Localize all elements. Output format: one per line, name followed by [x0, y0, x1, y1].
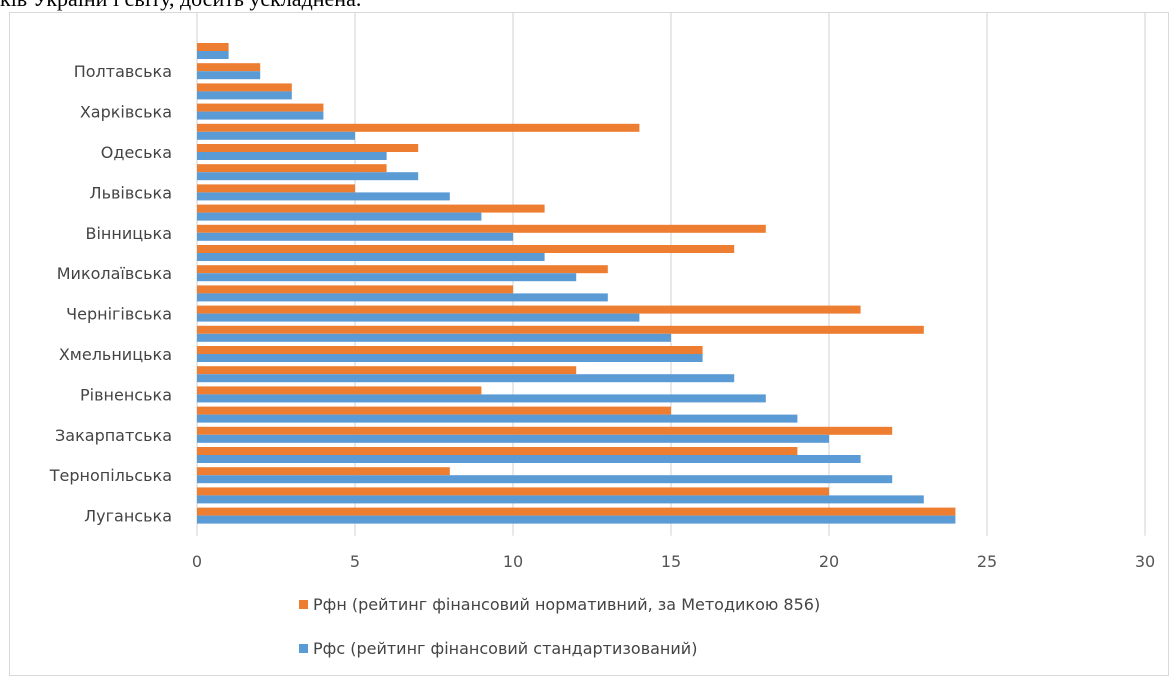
bar-rfs: [197, 273, 577, 282]
bar-rfs: [197, 455, 861, 463]
bar-rfn: [197, 406, 671, 415]
bar-rfn: [197, 245, 735, 253]
bar-rfn: [197, 164, 387, 173]
bar-chart: Полтавська Харківська Одеська Львівська Вінн…: [49, 13, 1155, 658]
legend-swatch: [299, 644, 308, 653]
category-label: Закарпатська: [55, 426, 172, 445]
category-label: Хмельницька: [59, 345, 172, 364]
bar-rfn: [197, 265, 608, 274]
bar-rfn: [197, 224, 766, 233]
category-labels: Полтавська Харківська Одеська Львівська Вінн…: [49, 62, 172, 525]
chart-frame: Полтавська Харківська Одеська Львівська Вінн…: [9, 12, 1169, 676]
category-label: Харківська: [80, 103, 172, 122]
category-label: Рівненська: [80, 385, 172, 404]
bar-rfs: [197, 232, 513, 241]
legend-label: Рфс (рейтинг фінансовий стандартизований…: [313, 639, 697, 658]
category-label: Чернігівська: [66, 305, 172, 324]
bar-rfs: [197, 475, 893, 484]
bar-rfn: [197, 43, 229, 51]
category-label: Тернопільська: [49, 466, 172, 485]
bars: [197, 43, 956, 524]
bar-rfs: [197, 374, 735, 383]
bar-rfs: [197, 91, 292, 100]
bar-rfn: [197, 346, 703, 354]
bar-rfs: [197, 333, 671, 342]
bar-rfn: [197, 325, 924, 334]
legend-label: Рфн (рейтинг фінансовий нормативний, за …: [313, 595, 820, 614]
bar-rfn: [197, 285, 513, 294]
bar-rfn: [197, 467, 450, 476]
x-tick-label: 20: [819, 552, 839, 571]
bar-rfn: [197, 184, 355, 193]
bar-rfs: [197, 434, 829, 443]
x-axis-tick-labels: 0 5 10 15 20 25 30: [192, 552, 1155, 571]
x-tick-label: 15: [661, 552, 681, 571]
bar-rfs: [197, 172, 419, 181]
bar-rfs: [197, 212, 482, 221]
bar-rfs: [197, 414, 798, 423]
bar-rfs: [197, 394, 766, 403]
bar-rfs: [197, 495, 924, 504]
category-label: Луганська: [84, 507, 172, 526]
bar-rfn: [197, 366, 577, 375]
bar-rfs: [197, 192, 450, 201]
bar-rfn: [197, 305, 861, 314]
category-label: Одеська: [101, 143, 172, 162]
x-tick-label: 30: [1135, 552, 1155, 571]
bar-rfn: [197, 144, 419, 152]
bar-rfs: [197, 71, 261, 80]
x-tick-label: 10: [503, 552, 523, 571]
category-label: Полтавська: [74, 62, 172, 81]
bar-rfn: [197, 426, 893, 435]
bar-rfs: [197, 111, 324, 120]
category-label: Вінницька: [85, 224, 172, 243]
x-tick-label: 5: [350, 552, 360, 571]
category-label: Львівська: [90, 183, 172, 202]
bar-rfs: [197, 253, 545, 261]
bar-rfn: [197, 204, 545, 213]
bar-rfs: [197, 354, 703, 362]
category-label: Миколаївська: [57, 264, 172, 283]
bar-rfs: [197, 51, 229, 59]
bar-rfs: [197, 515, 956, 524]
bar-rfn: [197, 83, 292, 92]
bar-rfs: [197, 293, 608, 302]
bar-rfn: [197, 103, 324, 112]
intro-text: ків України і світу, досить ускладнена.: [0, 0, 361, 12]
bar-rfs: [197, 313, 640, 322]
bar-rfs: [197, 131, 355, 140]
x-tick-label: 25: [977, 552, 997, 571]
bar-rfn: [197, 487, 829, 496]
bar-rfn: [197, 386, 482, 395]
bar-rfn: [197, 123, 640, 132]
bar-rfn: [197, 507, 956, 516]
x-tick-label: 0: [192, 552, 202, 571]
bar-rfn: [197, 447, 798, 455]
bar-rfs: [197, 152, 387, 160]
bar-rfn: [197, 63, 261, 72]
legend-swatch: [299, 600, 308, 609]
legend: Рфн (рейтинг фінансовий нормативний, за …: [299, 595, 820, 658]
